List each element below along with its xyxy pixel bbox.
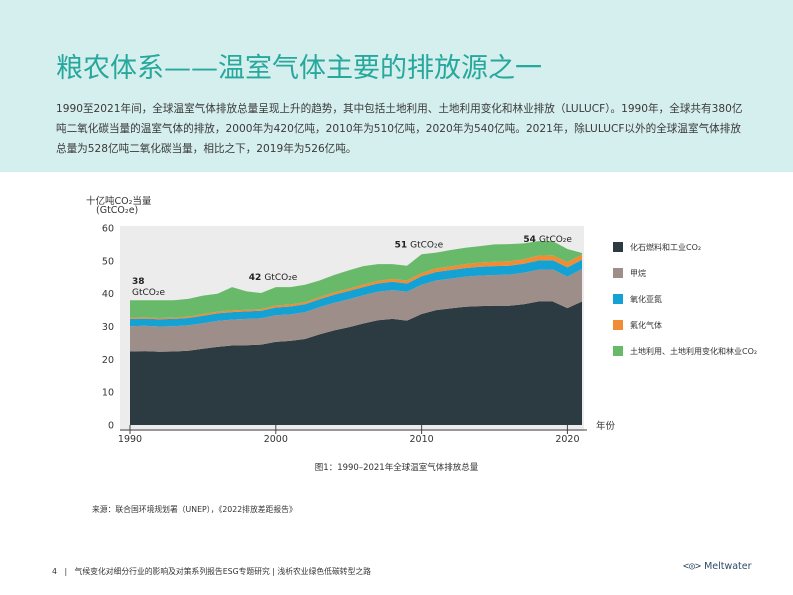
legend-label: 化石燃料和工业CO₂ — [630, 242, 702, 252]
x-tick-label: 2020 — [555, 434, 579, 445]
source-note: 来源：联合国环境规划署（UNEP），《2022排放差距报告》 — [92, 505, 297, 514]
legend-swatch — [613, 242, 623, 252]
legend-swatch — [613, 268, 623, 278]
y-axis-unit-abbrev: (GtCO₂e) — [96, 205, 139, 216]
y-tick-label: 50 — [102, 256, 114, 267]
page-number: 4 — [52, 567, 57, 576]
area-series-1 — [130, 301, 582, 425]
total-annotation: 54 GtCO₂e — [523, 235, 572, 245]
legend-label: 土地利用、土地利用变化和林业CO₂ — [630, 346, 758, 356]
footer-text: 气候变化对细分行业的影响及对策系列报告ESG专题研究 | 浅析农业绿色低碳转型之… — [74, 567, 371, 576]
meltwater-logo-icon: <◎> — [683, 561, 702, 572]
legend-item: 土地利用、土地利用变化和林业CO₂ — [613, 344, 757, 358]
y-tick-label: 30 — [102, 322, 114, 333]
legend-label: 甲烷 — [630, 268, 646, 278]
legend-swatch — [613, 294, 623, 304]
footer-separator: | — [64, 567, 68, 576]
total-annotation: 51 GtCO₂e — [395, 240, 444, 250]
total-annotation: 42 GtCO₂e — [249, 273, 298, 283]
header-band: 粮农体系——温室气体主要的排放源之一 1990至2021年间，全球温室气体排放总… — [0, 0, 793, 172]
legend-label: 氧化亚氮 — [630, 294, 662, 304]
area-series-5 — [130, 241, 582, 318]
x-axis-unit-label: 年份 — [596, 420, 616, 432]
page-title: 粮农体系——温室气体主要的排放源之一 — [56, 53, 542, 84]
y-tick-label: 40 — [102, 289, 114, 300]
legend-item: 化石燃料和工业CO₂ — [613, 240, 757, 254]
area-series-4 — [130, 254, 582, 320]
brand-name: Meltwater — [704, 561, 752, 572]
emissions-chart: 38 GtCO₂e 42 GtCO₂e 51 GtCO₂e 54 GtCO₂e 0 10 20 30… — [102, 224, 616, 446]
page-footer: 4 | 气候变化对细分行业的影响及对策系列报告ESG专题研究 | 浅析农业绿色低… — [52, 566, 371, 577]
area-series-3 — [130, 259, 582, 327]
brand-logo: <◎> Meltwater — [683, 561, 752, 572]
legend-item: 氟化气体 — [613, 318, 757, 332]
y-tick-label: 0 — [108, 421, 114, 432]
x-tick-label: 2010 — [410, 434, 434, 445]
y-axis-unit-label: 十亿吨CO₂当量 — [86, 196, 152, 207]
total-annotation: 38 GtCO₂e — [132, 277, 165, 298]
area-series-2 — [130, 269, 582, 352]
legend-item: 氧化亚氮 — [613, 292, 757, 306]
intro-paragraph: 1990至2021年间，全球温室气体排放总量呈现上升的趋势，其中包括土地利用、土… — [56, 103, 743, 155]
legend-swatch — [613, 346, 623, 356]
chart-legend: 化石燃料和工业CO₂ 甲烷氧化亚氮氟化气体土地利用、土地利用变化和林业CO₂ — [613, 240, 757, 370]
chart-caption: 图1：1990–2021年全球温室气体排放总量 — [314, 463, 479, 473]
x-tick-label: 2000 — [264, 434, 288, 445]
y-tick-label: 20 — [102, 355, 114, 366]
legend-swatch — [613, 320, 623, 330]
y-tick-label: 10 — [102, 388, 114, 399]
x-tick-label: 1990 — [118, 434, 142, 445]
y-tick-label: 60 — [102, 224, 114, 235]
legend-item: 甲烷 — [613, 266, 757, 280]
legend-label: 氟化气体 — [630, 320, 662, 330]
